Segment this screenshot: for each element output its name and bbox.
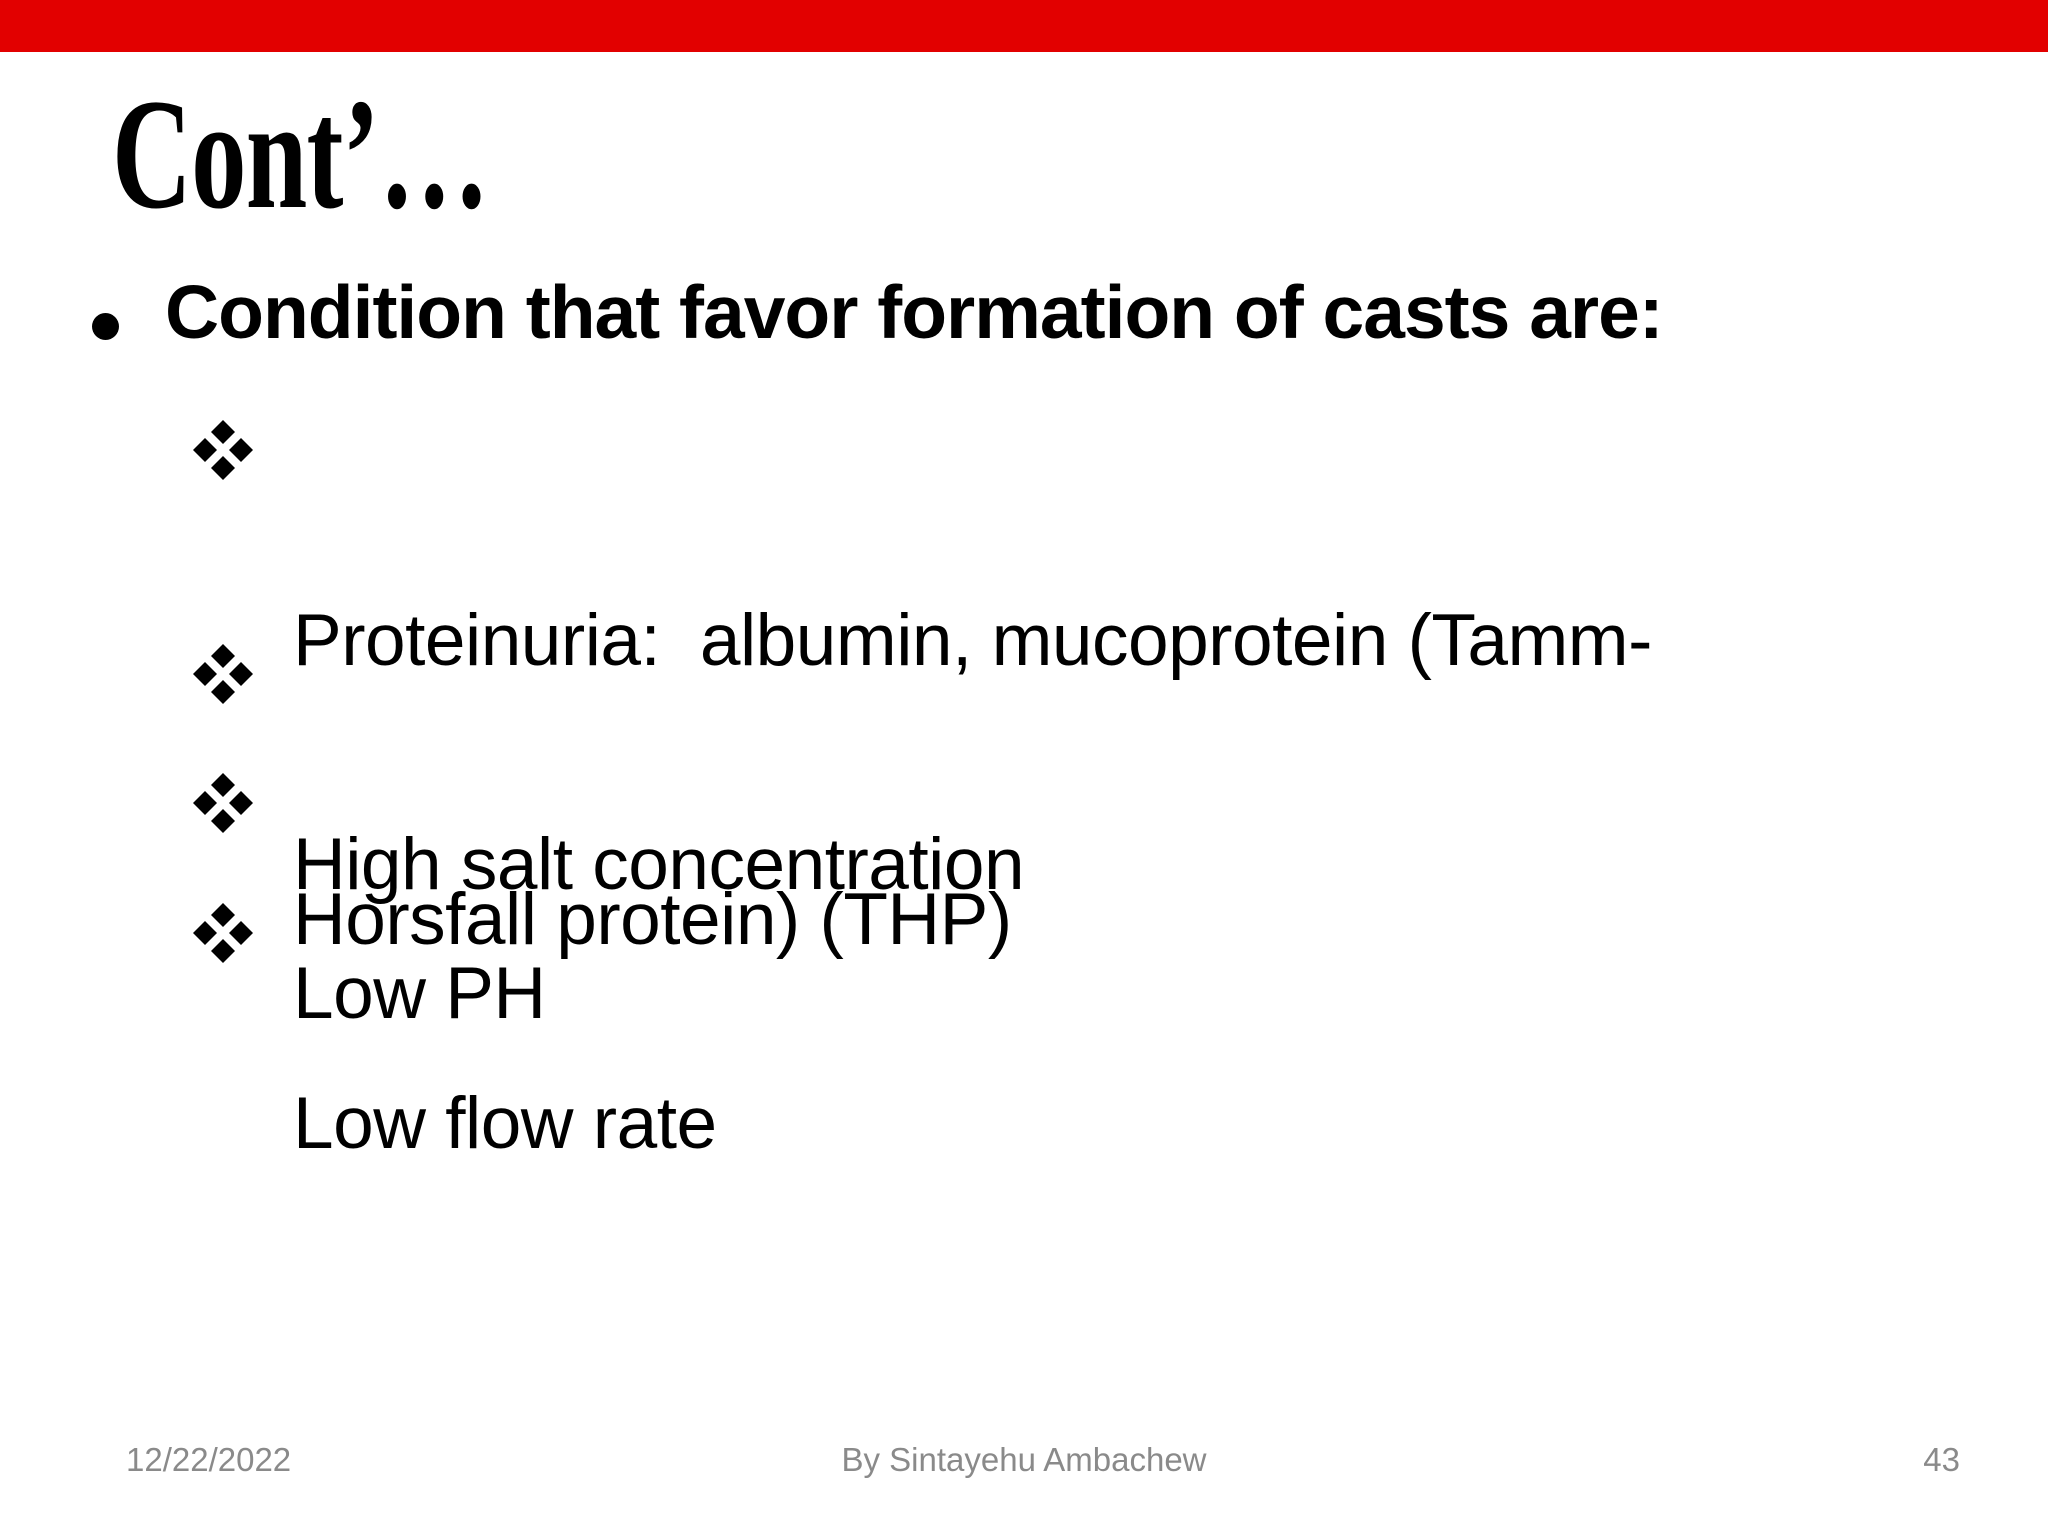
sub-bullet-text: Low flow rate [293, 891, 717, 1356]
list-item: Low flow rate [193, 891, 1833, 1356]
sub-bullet-line: Low flow rate [293, 1083, 717, 1164]
sub-bullet-text: Proteinuria: albumin, mucoprotein (Tamm-… [293, 408, 1652, 1152]
slide-title: Cont’… [112, 67, 489, 242]
round-dot-icon [92, 313, 119, 340]
four-diamond-icon [193, 761, 293, 833]
sub-bullet-text: Low PH [293, 761, 546, 1226]
slide-number: 43 [1923, 1441, 1960, 1478]
top-accent-bar [0, 0, 2048, 52]
four-diamond-icon [193, 408, 293, 480]
footer-author: By Sintayehu Ambachew [841, 1441, 1207, 1478]
footer-date: 12/22/2022 [126, 1441, 292, 1478]
sub-bullet-line: Proteinuria: albumin, mucoprotein (Tamm- [293, 600, 1652, 681]
main-bullet-text: Condition that favor formation of casts … [165, 270, 1664, 354]
sub-bullet-line: High salt concentration [293, 824, 1025, 905]
sub-bullet-text: High salt concentration [293, 632, 1025, 1097]
four-diamond-icon [193, 632, 293, 704]
list-item: Low PH [193, 761, 1833, 1226]
sub-bullet-line: Low PH [293, 953, 546, 1034]
list-item: High salt concentration [193, 632, 1833, 1097]
list-item: Proteinuria: albumin, mucoprotein (Tamm-… [193, 408, 1833, 1152]
four-diamond-icon [193, 891, 293, 963]
sub-bullet-line: Horsfall protein) (THP) [293, 879, 1012, 960]
